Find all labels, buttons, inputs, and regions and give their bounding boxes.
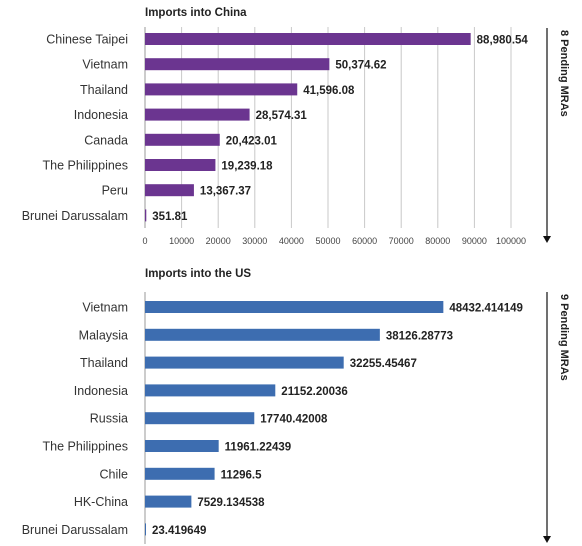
category-label: Thailand: [80, 83, 128, 97]
category-label: The Philippines: [43, 440, 128, 454]
chart-china: Imports into China Chinese Taipei Vietnam…: [22, 7, 570, 246]
bar-chinese-taipei: [145, 33, 471, 45]
category-label: The Philippines: [43, 159, 128, 173]
value-label: 17740.42008: [260, 414, 328, 426]
bar-malaysia: [145, 328, 380, 341]
bar-vietnam: [145, 301, 444, 313]
chart-us-side-arrowhead: [543, 536, 551, 543]
chart-us-bars: [145, 301, 444, 536]
x-tick-label: 100000: [496, 236, 526, 246]
chart-china-grid: [181, 27, 512, 228]
x-tick-label: 10000: [169, 236, 194, 246]
category-label: Canada: [84, 133, 128, 147]
value-label: 20,423.01: [226, 135, 278, 147]
x-tick-label: 90000: [462, 236, 487, 246]
value-label: 21152.20036: [281, 386, 348, 398]
bar-the-philippines: [145, 440, 219, 452]
x-tick-label: 60000: [352, 236, 377, 246]
value-label: 32255.45467: [350, 358, 417, 370]
value-label: 351.81: [152, 211, 188, 223]
chart-china-value-labels: 88,980.54 50,374.62 41,596.08 28,574.31 20,4…: [152, 35, 528, 223]
value-label: 19,239.18: [221, 161, 273, 173]
value-label: 50,374.62: [335, 60, 386, 72]
value-label: 11296.5: [221, 469, 263, 481]
chart-us: Imports into the US Vietnam Malaysia Thail…: [22, 268, 570, 544]
bar-brunei-darussalam: [145, 209, 147, 222]
value-label: 23.419649: [152, 525, 206, 537]
category-label: Brunei Darussalam: [22, 209, 128, 223]
category-label: Malaysia: [79, 328, 128, 342]
chart-china-side-label: 8 Pending MRAs: [558, 30, 570, 117]
chart-china-categories: Chinese Taipei Vietnam Thailand Indonesia Ca…: [22, 33, 128, 223]
value-label: 48432.414149: [449, 303, 523, 315]
bar-peru: [145, 184, 194, 197]
category-label: HK-China: [74, 495, 128, 509]
category-label: Chinese Taipei: [46, 33, 128, 47]
chart-china-title: Imports into China: [145, 7, 247, 19]
category-label: Vietnam: [82, 58, 128, 72]
category-label: Russia: [90, 412, 128, 426]
bar-vietnam: [145, 58, 330, 71]
chart-us-title: Imports into the US: [145, 268, 251, 280]
value-label: 13,367.37: [200, 186, 251, 198]
bar-brunei-darussalam: [145, 523, 146, 536]
value-label: 88,980.54: [477, 35, 529, 47]
bar-indonesia: [145, 108, 250, 121]
bar-hk-china: [145, 495, 192, 508]
value-label: 41,596.08: [303, 85, 355, 97]
category-label: Indonesia: [74, 384, 128, 398]
category-label: Thailand: [80, 356, 128, 370]
value-label: 38126.28773: [386, 330, 453, 342]
bar-thailand: [145, 83, 298, 96]
x-tick-label: 50000: [315, 236, 340, 246]
chart-us-categories: Vietnam Malaysia Thailand Indonesia Russia Th…: [22, 301, 128, 537]
chart-china-side-arrowhead: [543, 236, 551, 243]
chart-china-bars: [145, 33, 471, 222]
x-tick-label: 20000: [206, 236, 231, 246]
category-label: Indonesia: [74, 108, 128, 122]
value-label: 28,574.31: [256, 110, 308, 122]
x-tick-label: 0: [142, 236, 147, 246]
value-label: 11961.22439: [225, 442, 292, 454]
bar-indonesia: [145, 384, 276, 397]
x-tick-label: 30000: [242, 236, 267, 246]
chart-us-value-labels: 48432.414149 38126.28773 32255.45467 21152.…: [152, 303, 523, 537]
category-label: Chile: [100, 467, 129, 481]
bar-the-philippines: [145, 159, 216, 171]
bar-russia: [145, 412, 255, 425]
bar-chile: [145, 467, 215, 480]
category-label: Brunei Darussalam: [22, 523, 128, 537]
x-tick-label: 40000: [279, 236, 304, 246]
category-label: Vietnam: [82, 301, 128, 315]
value-label: 7529.134538: [197, 497, 265, 509]
category-label: Peru: [102, 184, 128, 198]
chart-us-side-label: 9 Pending MRAs: [558, 294, 570, 381]
x-tick-label: 70000: [389, 236, 414, 246]
x-tick-label: 80000: [425, 236, 450, 246]
bar-canada: [145, 133, 220, 146]
chart-china-x-ticks: 0 10000 20000 30000 40000 50000 60000 70000 8000…: [142, 236, 526, 246]
bar-thailand: [145, 356, 344, 369]
